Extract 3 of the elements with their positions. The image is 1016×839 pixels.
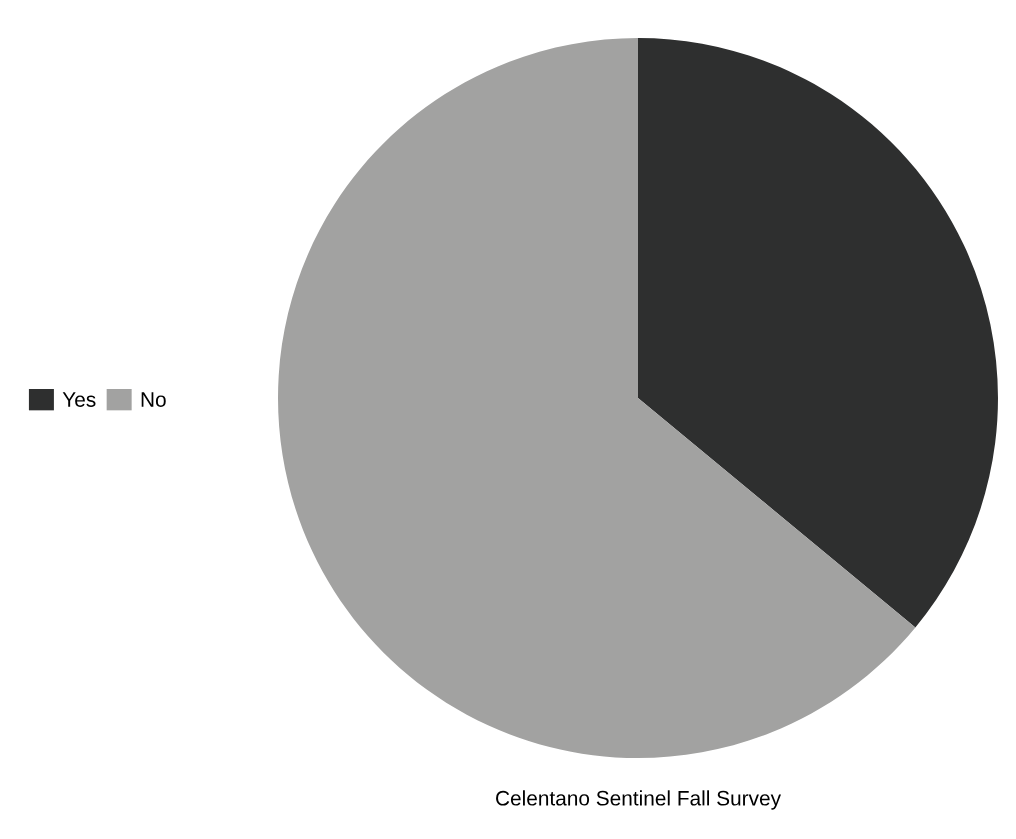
legend-label: Yes bbox=[62, 392, 96, 407]
text: Celentano Sentinel Fall Survey bbox=[496, 790, 781, 810]
legend-label: No bbox=[141, 392, 166, 407]
